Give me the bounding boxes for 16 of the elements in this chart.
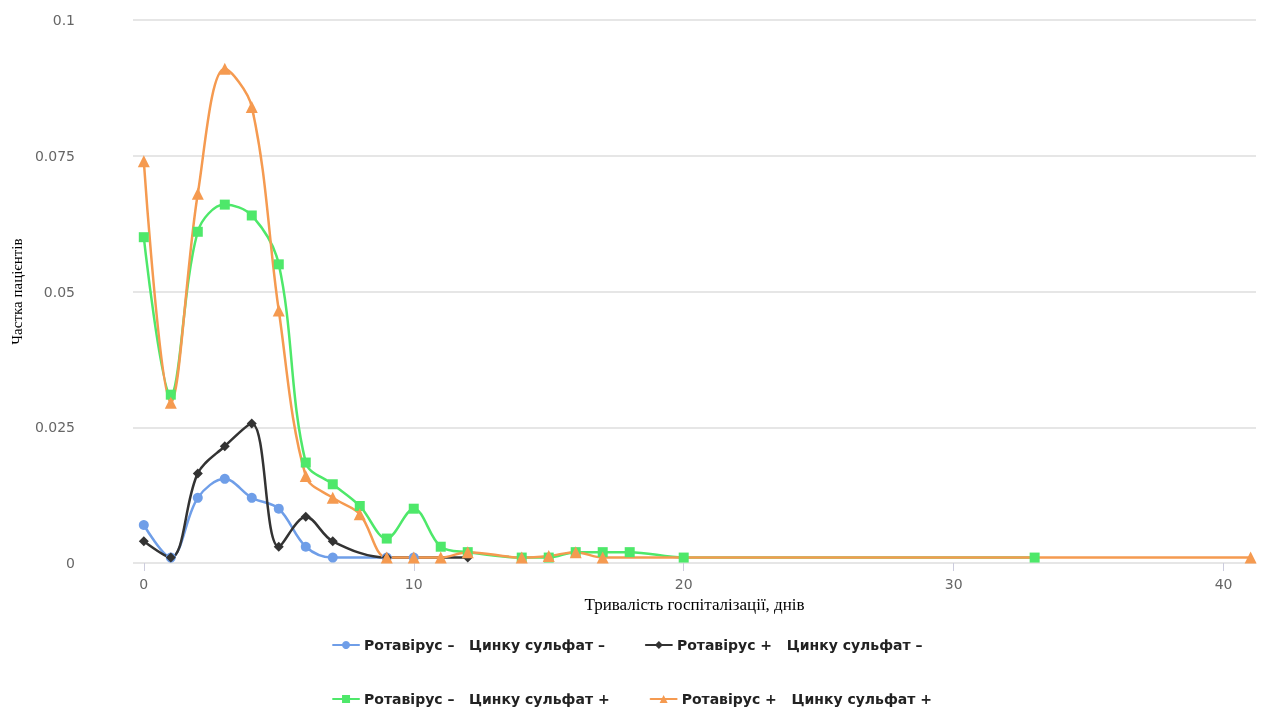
y-axis-title: Частка пацієнтів (8, 238, 25, 345)
x-tick-label: 30 (944, 576, 963, 592)
y-tick-label: 0.05 (43, 283, 75, 300)
x-axis-title: Тривалість госпіталізації, днів (584, 594, 805, 614)
legend-label: Ротавірус + Цинку сульфат – (676, 637, 923, 653)
legend-label: Ротавірус + Цинку сульфат + (681, 691, 932, 707)
legend-label: Ротавірус – Цинку сульфат + (364, 691, 610, 707)
y-tick-label: 0.1 (52, 12, 75, 28)
x-tick-label: 40 (1214, 576, 1233, 592)
x-tick-label: 0 (139, 576, 149, 592)
y-tick-label: 0.075 (34, 147, 75, 164)
x-tick-label: 20 (674, 576, 693, 592)
y-tick-label: 0 (66, 555, 75, 571)
x-tick-label: 10 (404, 576, 423, 592)
y-tick-label: 0.025 (34, 419, 75, 436)
legend-label: Ротавірус – Цинку сульфат – (364, 637, 605, 653)
